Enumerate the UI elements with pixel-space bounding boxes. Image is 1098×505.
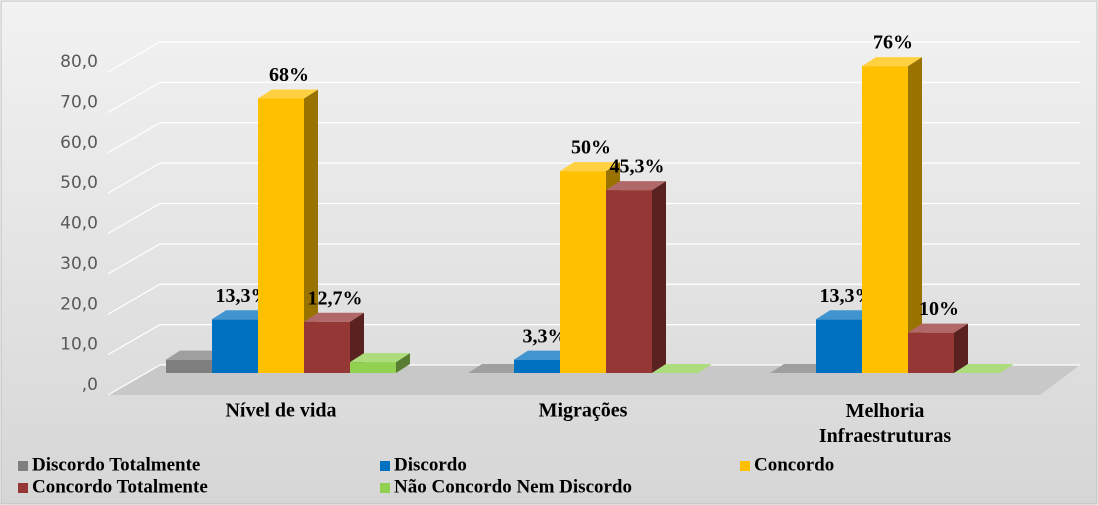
y-tick-label: 60,0 <box>60 133 98 153</box>
bar-top <box>212 310 272 320</box>
legend-swatch <box>740 461 750 471</box>
bar <box>212 319 258 373</box>
bar-side <box>954 323 968 373</box>
bar-top <box>862 57 922 67</box>
y-tick-label: 30,0 <box>60 254 98 274</box>
grid-line <box>107 162 1080 194</box>
x-tick-label: Migrações <box>539 400 628 422</box>
bar-top <box>166 350 226 360</box>
bar <box>606 190 652 373</box>
bar-top <box>770 364 830 373</box>
bar <box>908 332 954 373</box>
x-tick-label-line: Infraestruturas <box>819 425 951 447</box>
data-label: 10% <box>919 298 959 320</box>
bar-top <box>652 364 712 373</box>
data-label: 76% <box>873 32 913 54</box>
grid-line <box>107 243 1080 275</box>
bar-side <box>304 89 318 373</box>
bar <box>166 359 212 373</box>
x-tick-label: Melhoria Infraestruturas <box>819 400 951 447</box>
bar-top <box>908 323 968 333</box>
legend-swatch <box>380 483 390 493</box>
legend-label: Discordo Totalmente <box>32 454 200 475</box>
bar-top <box>816 310 876 320</box>
grid-line <box>107 41 1080 73</box>
legend-swatch <box>18 461 28 471</box>
legend-label: Discordo <box>394 454 467 475</box>
bar-side <box>396 353 410 373</box>
y-tick-label: 20,0 <box>60 294 98 314</box>
bar-top <box>350 353 410 363</box>
y-tick-label: 70,0 <box>60 92 98 112</box>
legend-swatch <box>18 483 28 493</box>
bar <box>304 321 350 373</box>
grid-line <box>107 122 1080 154</box>
x-tick-label-line: Melhoria <box>846 400 925 422</box>
legend-label: Não Concordo Nem Discordo <box>394 476 632 497</box>
bar-top <box>560 162 620 172</box>
bar <box>514 359 560 373</box>
data-label: 3,3% <box>523 325 568 347</box>
bar-top <box>468 364 528 373</box>
y-tick-label: 10,0 <box>60 335 98 355</box>
grid-line <box>107 364 1080 396</box>
legend-label: Concordo Totalmente <box>32 476 208 497</box>
grid-line <box>107 81 1080 113</box>
data-label: 45,3% <box>610 156 665 178</box>
x-tick-label: Nível de vida <box>225 400 336 422</box>
data-label: 50% <box>571 137 611 159</box>
bar <box>862 66 908 374</box>
y-tick-label: 50,0 <box>60 173 98 193</box>
bar-top <box>304 312 364 322</box>
bar <box>258 98 304 373</box>
y-tick-label: 40,0 <box>60 214 98 234</box>
data-label: 12,7% <box>308 287 363 309</box>
grid-line <box>107 324 1080 356</box>
bar <box>350 362 396 373</box>
bar-side <box>652 181 666 373</box>
bar-top <box>258 89 318 99</box>
grid-line <box>107 202 1080 235</box>
y-tick-label: ,0 <box>82 375 98 395</box>
bar-side <box>908 57 922 374</box>
bar <box>816 319 862 373</box>
y-tick-label: 80,0 <box>60 52 98 72</box>
data-label: 13,3% <box>820 285 875 307</box>
bar-top <box>606 181 666 191</box>
bar <box>560 171 606 373</box>
grid-line <box>107 283 1080 315</box>
legend-swatch <box>380 461 390 471</box>
data-label: 68% <box>269 64 309 86</box>
data-label: 13,3% <box>216 285 271 307</box>
bar-top <box>954 364 1014 373</box>
bar-top <box>514 350 574 360</box>
legend-label: Concordo <box>754 454 834 475</box>
